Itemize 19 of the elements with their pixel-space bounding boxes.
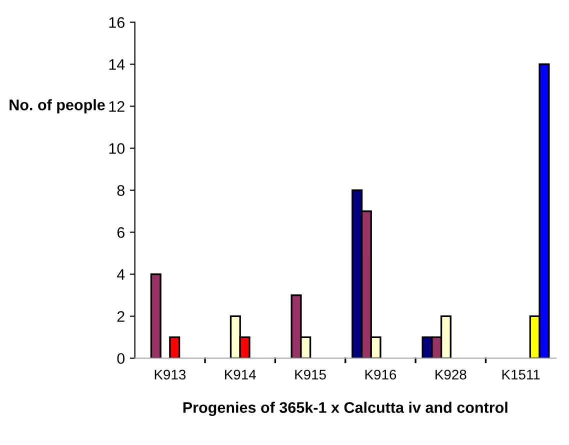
y-tick-label: 6 — [117, 227, 124, 238]
bar — [169, 336, 180, 358]
x-tick-label: K928 — [436, 370, 466, 380]
y-tick-label: 12 — [109, 101, 124, 112]
bar — [150, 273, 162, 358]
y-tick-label: 16 — [109, 17, 124, 28]
y-tick-label: 4 — [116, 269, 125, 280]
y-tick-label: 10 — [109, 143, 125, 154]
x-axis-title: Progenies of 365k-1 x Calcutta iv and control — [183, 402, 508, 416]
x-tick-label: K1511 — [502, 370, 540, 380]
x-tick-label: K913 — [154, 370, 186, 380]
y-tick-label: 0 — [117, 353, 125, 364]
y-tick-label: 2 — [117, 311, 124, 322]
x-tick-label: K915 — [295, 370, 326, 380]
x-tick-label: K914 — [225, 370, 256, 380]
y-tick-label: 14 — [109, 59, 125, 70]
y-tick-label: 8 — [117, 185, 124, 196]
y-axis-title: No. of people — [10, 99, 105, 114]
x-tick-label: K916 — [365, 370, 396, 380]
